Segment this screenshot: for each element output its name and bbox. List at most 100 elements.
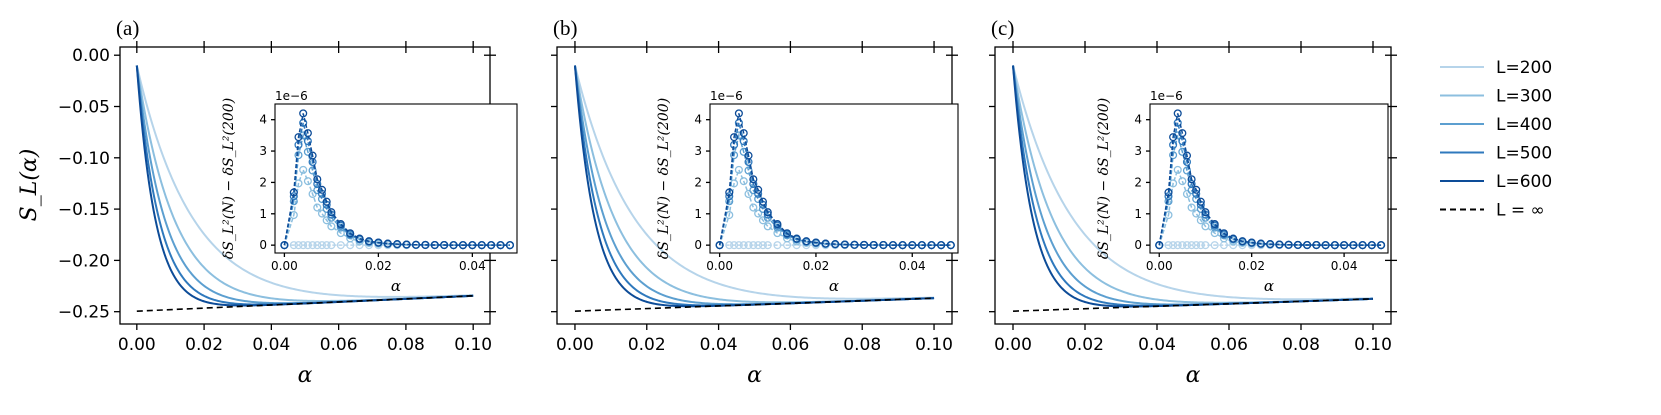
inset-x-tick-label: 0.02	[803, 259, 830, 273]
inset-point	[744, 151, 753, 160]
x-axis-label: α	[1186, 363, 1201, 388]
inset-point	[327, 208, 336, 217]
inset-point	[773, 229, 782, 238]
inset-point	[1182, 241, 1192, 250]
inset-y-tick-label: 4	[694, 113, 702, 127]
inset-point	[850, 240, 859, 249]
inset-point	[383, 239, 392, 248]
inset-point	[303, 137, 312, 146]
inset-point	[1178, 241, 1187, 250]
inset-point	[821, 239, 830, 248]
inset-point	[505, 241, 515, 250]
inset-point	[313, 175, 322, 184]
panel-a: (a) 0.00 0.02 0.04 0.06 0.08 0.10 0.00 −0.05 −0.1…	[58, 16, 518, 388]
x-tick-label: 0.02	[1066, 335, 1104, 355]
x-axis-label: α	[747, 363, 762, 388]
inset-point	[763, 222, 772, 231]
inset-point	[725, 241, 734, 250]
y-tick-label: −0.20	[58, 251, 110, 271]
inset-point	[336, 241, 345, 250]
inset-point	[754, 185, 763, 194]
inset-point	[1266, 240, 1275, 249]
inset-point	[327, 222, 336, 231]
legend-label: L=400	[1496, 115, 1552, 135]
inset-point	[908, 241, 917, 250]
y-tick-label: −0.05	[58, 98, 110, 118]
x-tick-label: 0.10	[915, 335, 953, 355]
inset-point	[303, 241, 312, 250]
inset-point	[1173, 109, 1182, 118]
inset-point	[754, 241, 763, 250]
inset-x-tick-label: 0.00	[271, 259, 298, 273]
inset-point	[831, 240, 840, 249]
limit-line-infinity	[1012, 298, 1374, 312]
inset-point	[763, 241, 772, 250]
inset-point	[317, 241, 327, 250]
inset: 1e−6 0.00 0.02 0.04 0 1 2 3 4 α δS_L²(N) − δS_L²(2…	[221, 89, 518, 295]
inset-point	[782, 229, 792, 238]
inset-point	[715, 241, 724, 250]
inset-point	[327, 241, 336, 250]
inset-point	[1219, 229, 1228, 238]
legend-label: L = ∞	[1496, 201, 1545, 221]
inset-point	[1192, 185, 1201, 194]
inset-point	[364, 237, 374, 246]
inset-point	[317, 185, 327, 194]
inset-point	[1330, 241, 1339, 250]
inset-point	[308, 241, 317, 250]
inset-point	[749, 203, 758, 212]
inset-y-tick-label: 2	[694, 175, 702, 189]
inset-point	[860, 240, 869, 249]
inset-point	[1155, 241, 1164, 250]
inset-point	[411, 240, 421, 249]
series-line-l-200	[135, 65, 474, 298]
inset-point	[289, 192, 298, 201]
panel-label: (b)	[553, 16, 578, 40]
inset-point	[1196, 241, 1205, 250]
inset-point	[879, 240, 888, 250]
inset-point	[773, 220, 782, 229]
inset-point	[336, 229, 345, 238]
inset-point	[440, 240, 449, 250]
x-tick-label: 0.06	[320, 335, 358, 355]
inset-point	[308, 151, 317, 160]
x-tick-label: 0.04	[1138, 335, 1176, 355]
inset-point	[294, 151, 303, 160]
inset-point	[773, 241, 782, 250]
inset-point	[725, 192, 734, 201]
inset-point	[1201, 208, 1210, 217]
inset-point	[336, 220, 345, 229]
inset-point	[1187, 175, 1196, 184]
x-tick-label: 0.00	[118, 335, 156, 355]
x-tick-label: 0.06	[771, 335, 809, 355]
inset-point	[739, 129, 748, 138]
inset-point	[898, 241, 907, 250]
series-line-l-200	[573, 65, 935, 300]
panel-c: (c) 0.00 0.02 0.04 0.06 0.08 0.10 α 1e−6 0.00 0.02…	[989, 16, 1397, 388]
inset-point	[1349, 241, 1358, 250]
inset-point	[725, 188, 734, 197]
inset-point	[1182, 151, 1192, 160]
inset-point	[1201, 241, 1210, 250]
inset-point	[1284, 240, 1293, 249]
inset-frame	[1149, 103, 1389, 254]
inset-point	[1169, 151, 1178, 160]
inset-point	[758, 241, 768, 250]
axes-frame	[994, 46, 1392, 325]
inset-y-tick-label: 0	[259, 238, 267, 252]
inset-point	[1256, 239, 1265, 248]
series-line-l-200	[1012, 65, 1374, 301]
inset-point	[299, 118, 308, 127]
inset-y-tick-label: 1	[694, 207, 702, 221]
inset-point	[730, 133, 739, 142]
inset-point	[1238, 237, 1247, 246]
inset-point	[792, 234, 801, 243]
x-tick-label: 0.00	[994, 335, 1032, 355]
inset-point	[1210, 229, 1219, 238]
y-tick-label: −0.15	[58, 200, 110, 220]
inset-point	[280, 241, 289, 250]
inset-x-tick-label: 0.04	[899, 259, 926, 273]
x-tick-label: 0.06	[1210, 335, 1248, 355]
legend: L=200 L=300 L=400 L=500 L=600 L = ∞	[1440, 58, 1552, 221]
